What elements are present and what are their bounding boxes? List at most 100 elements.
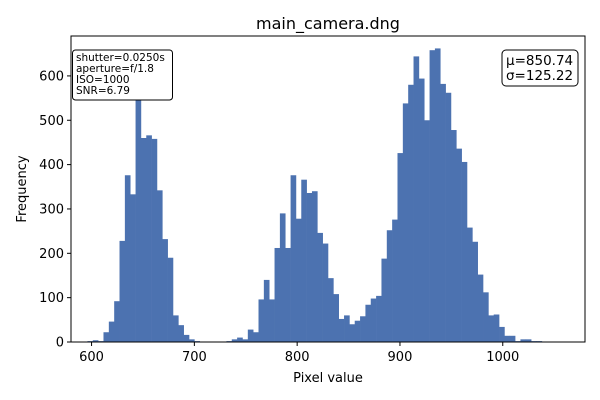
y-tick-label: 300 (39, 202, 64, 217)
histogram-bar (488, 315, 495, 342)
stats-line-mean: μ=850.74 (506, 53, 573, 69)
histogram-bar (461, 161, 468, 342)
histogram-bar (130, 194, 136, 342)
histogram-bar (408, 84, 414, 342)
histogram-bar (253, 332, 259, 342)
histogram-bar (242, 339, 249, 342)
params-annotation: shutter=0.0250s aperture=f/1.8 ISO=1000 … (72, 49, 173, 101)
histogram-bar (354, 320, 361, 342)
histogram-bar (466, 227, 473, 342)
histogram-bar (114, 301, 120, 342)
histogram-bar (317, 232, 323, 342)
histogram-bar (146, 135, 152, 342)
params-line-aperture: aperture=f/1.8 (76, 63, 154, 75)
stats-annotation: μ=850.74 σ=125.22 (501, 49, 579, 87)
params-annotation-box (72, 49, 173, 101)
histogram-bar (386, 230, 393, 342)
chart-title: main_camera.dng (256, 14, 400, 34)
histogram-bar (445, 92, 452, 343)
histogram-bar (124, 175, 131, 342)
histogram-bar (434, 48, 441, 343)
histogram-bar (119, 240, 126, 342)
histogram-bar (189, 339, 195, 342)
y-tick-label: 400 (39, 158, 64, 173)
histogram-bar (247, 329, 254, 342)
y-tick-label: 500 (39, 114, 64, 129)
histogram-bar (231, 339, 238, 342)
histogram-bar (108, 321, 115, 342)
histogram-bar (402, 103, 409, 342)
params-line-iso: ISO=1000 (76, 74, 130, 86)
histogram-bar (295, 218, 302, 342)
y-tick-label: 200 (39, 247, 64, 262)
histogram-bar (92, 340, 99, 342)
histogram-bar (397, 153, 404, 342)
histogram-bars (87, 48, 543, 343)
stats-annotation-box (501, 49, 579, 87)
histogram-bar (370, 298, 377, 342)
histogram-bar (472, 241, 478, 342)
histogram-bar (183, 334, 190, 342)
histogram-bar (258, 299, 265, 342)
histogram-bar (333, 294, 339, 342)
histogram-bar (172, 315, 179, 342)
histogram-bar (344, 315, 350, 342)
histogram-bar (392, 219, 398, 342)
histogram-bar (509, 335, 516, 342)
histogram-bar (349, 324, 356, 342)
histogram-bar (424, 120, 430, 342)
histogram-bar (520, 339, 527, 342)
y-axis-label: Frequency (15, 155, 30, 222)
histogram-bar (525, 339, 532, 342)
y-tick-label: 0 (56, 336, 64, 351)
x-axis-ticks: 600 700 800 900 1000 (79, 342, 519, 365)
x-axis-label: Pixel value (293, 371, 363, 386)
histogram-bar (140, 138, 147, 342)
histogram-bar (301, 179, 307, 342)
histogram-bar (456, 148, 462, 342)
plot-frame (70, 35, 586, 343)
histogram-bar (311, 191, 318, 342)
y-tick-label: 100 (39, 291, 64, 306)
histogram-bar (381, 258, 388, 342)
histogram-bar (483, 292, 489, 342)
histogram-bar (290, 175, 297, 342)
y-tick-label: 600 (39, 69, 64, 84)
stats-line-sigma: σ=125.22 (506, 68, 573, 84)
y-axis-ticks: 0 100 200 300 400 500 600 (39, 69, 71, 351)
histogram-bar (360, 316, 366, 342)
x-tick-label: 700 (182, 350, 207, 365)
histogram-bar (237, 337, 243, 342)
histogram-bar (413, 56, 420, 343)
histogram-bar (285, 247, 291, 342)
x-tick-label: 800 (285, 350, 310, 365)
histogram-bar (151, 138, 158, 342)
histogram-bar (338, 318, 345, 342)
histogram-bar (279, 213, 286, 342)
histogram-bar (263, 279, 270, 342)
histogram-bar (376, 295, 382, 342)
histogram-bar (328, 278, 334, 342)
x-tick-label: 1000 (486, 350, 519, 365)
histogram-bar (135, 88, 142, 342)
x-tick-label: 900 (388, 350, 413, 365)
histogram-bar (306, 192, 313, 342)
histogram-bar (156, 190, 163, 342)
params-line-snr: SNR=6.79 (76, 85, 130, 97)
histogram-bar (322, 243, 329, 342)
histogram-bar (418, 78, 425, 342)
histogram-bar (499, 326, 505, 342)
histogram-bar (450, 130, 457, 342)
histogram-bar (365, 304, 372, 342)
histogram-bar (162, 239, 168, 342)
histogram-bar (504, 335, 511, 342)
histogram-bar (274, 247, 281, 342)
histogram-bar (178, 325, 184, 342)
x-tick-label: 600 (79, 350, 104, 365)
histogram-bar (493, 314, 500, 342)
histogram-bar (429, 50, 436, 342)
histogram-bar (440, 83, 446, 343)
histogram-bar (103, 332, 110, 342)
params-line-shutter: shutter=0.0250s (76, 52, 165, 64)
